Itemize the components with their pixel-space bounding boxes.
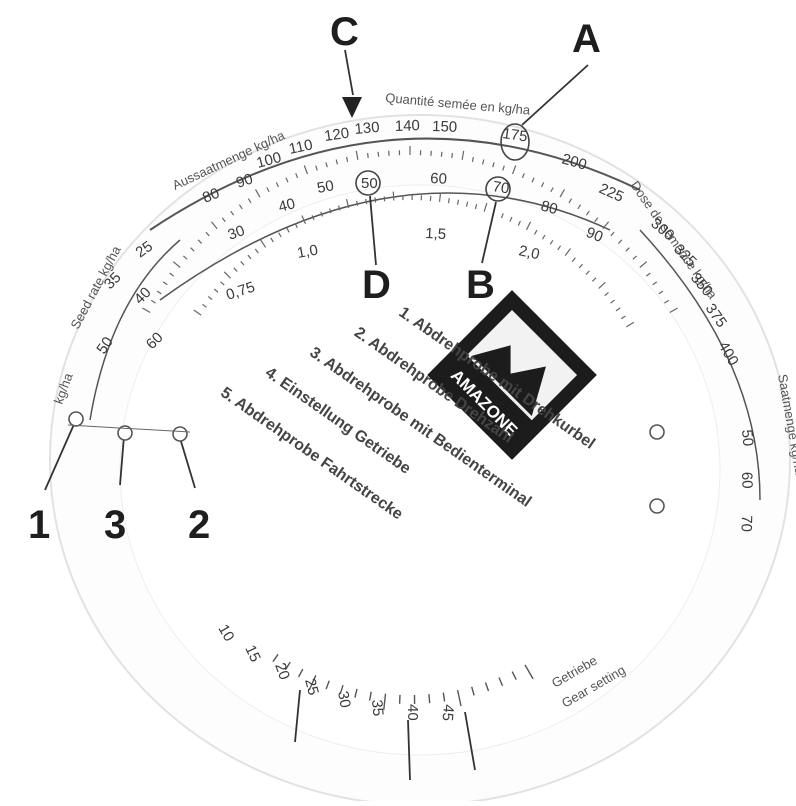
scale-tick [375, 198, 376, 203]
outer-scale-title: Quantité semée en kg/ha [385, 90, 532, 118]
right-marker [650, 499, 664, 513]
bottom-scale-value: 40 [404, 704, 421, 721]
bottom-scale-value: 35 [368, 699, 386, 717]
callout-label-a: A [572, 17, 601, 61]
scale-tick [452, 153, 453, 158]
disc [50, 115, 790, 801]
inner-scale-value: 60 [430, 170, 448, 188]
scale-tick [368, 153, 369, 158]
right-scale-outer-value: 70 [737, 515, 755, 532]
right-marker [650, 425, 664, 439]
callout-label-c: C [330, 10, 359, 54]
scale-tick [378, 152, 379, 157]
pointer-c-arrowhead [342, 97, 362, 118]
outer-scale-value: 140 [395, 117, 421, 135]
right-scale-outer-value: 50 [738, 429, 756, 447]
scale-tick [449, 198, 450, 203]
outer-scale-value: 120 [323, 125, 350, 145]
inner-scale-reference-value: 50 [361, 175, 378, 192]
bottom-scale-value: 30 [334, 690, 354, 709]
right-scale-outer-value: 60 [738, 472, 756, 489]
callout-label-2: 2 [188, 503, 210, 547]
marker-1 [69, 412, 83, 426]
leader-a [522, 65, 588, 125]
bottom-scale-value: 45 [439, 704, 457, 722]
callout-label-1: 1 [28, 503, 50, 547]
inner-scale-value: 50 [316, 177, 335, 197]
scale-tick [393, 192, 394, 201]
leader-c [345, 50, 353, 95]
marker-2 [173, 427, 187, 441]
scale-tick [384, 196, 385, 201]
ratio-scale-value: 1,5 [425, 225, 447, 243]
scale-tick [441, 152, 442, 157]
callout-label-b: B [466, 263, 495, 307]
outer-scale-value: 130 [354, 119, 380, 138]
callout-label-3: 3 [104, 503, 126, 547]
ratio-scale-value: 1,0 [296, 242, 319, 262]
callout-label-d: D [362, 263, 391, 307]
scale-tick [429, 694, 430, 703]
outer-scale-value: 150 [432, 118, 458, 136]
